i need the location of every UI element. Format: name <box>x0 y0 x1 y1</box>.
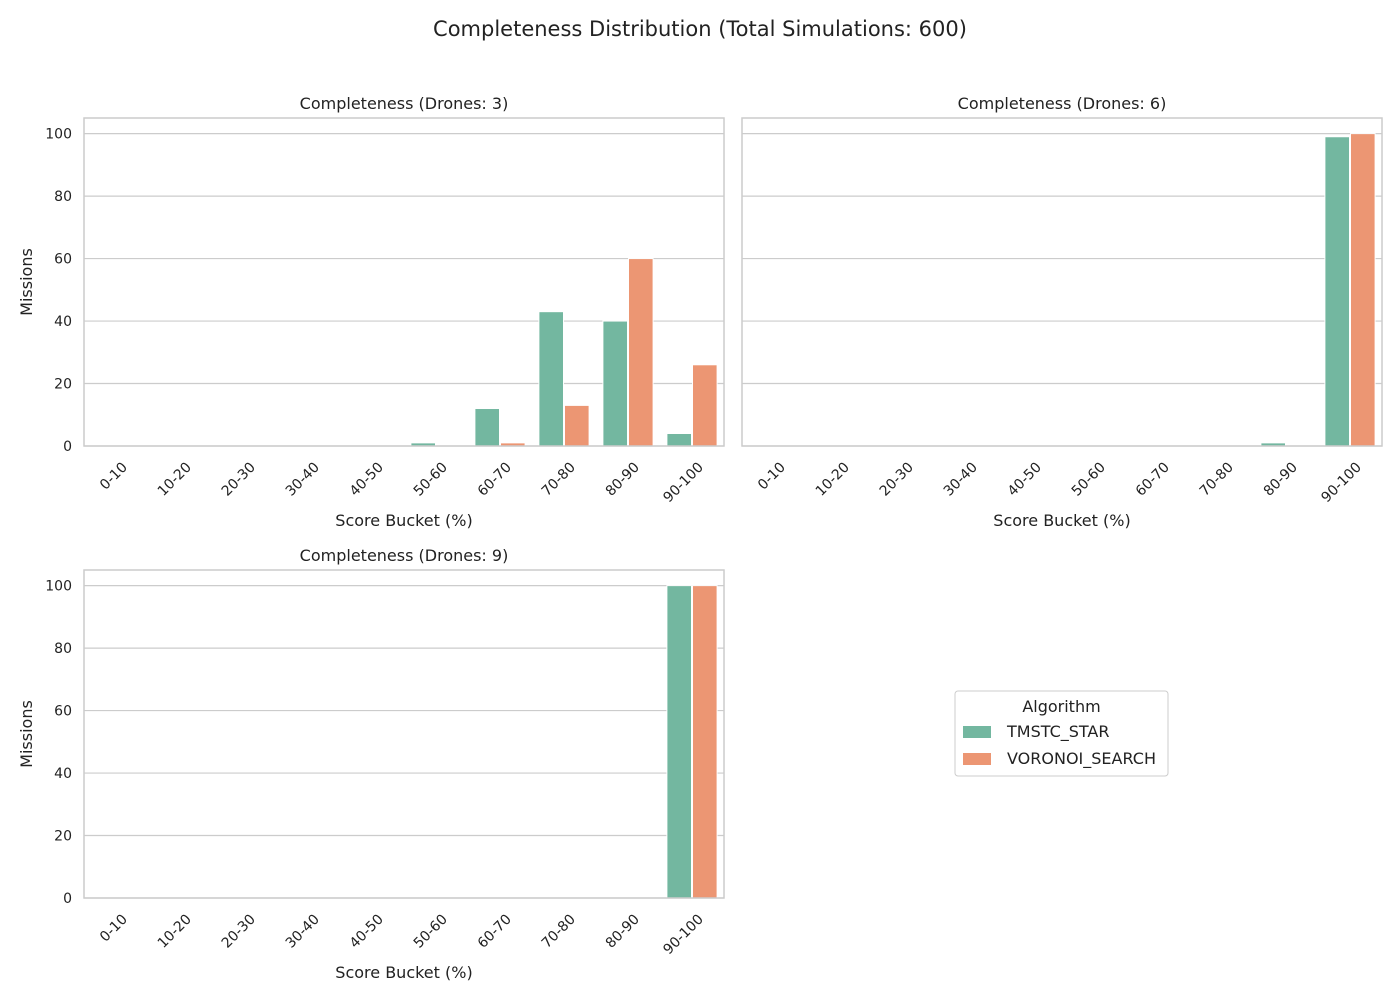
x-tick-label: 0-10 <box>97 460 131 494</box>
x-tick-label: 40-50 <box>347 460 387 500</box>
x-tick-label: 80-90 <box>1261 460 1301 500</box>
y-tick-label: 60 <box>54 252 72 268</box>
x-tick-label: 50-60 <box>411 912 451 952</box>
y-tick-label: 100 <box>45 127 72 143</box>
y-tick-label: 40 <box>54 314 72 330</box>
x-tick-label: 10-20 <box>155 460 195 500</box>
bar-tmstc_star-70-80 <box>538 311 565 447</box>
x-tick-label: 50-60 <box>1069 460 1109 500</box>
legend-title: Algorithm <box>1022 697 1100 716</box>
x-tick-label: 70-80 <box>539 460 579 500</box>
x-tick-label: 40-50 <box>347 912 387 952</box>
legend: Algorithm TMSTC_STAR VORONOI_SEARCH <box>954 690 1169 777</box>
x-tick-label: 90-100 <box>660 912 706 958</box>
panels: 0 20 40 60 80 100 0-10 10-20 20-30 30-40 40-50 50-6… <box>17 94 1383 982</box>
axes-frame <box>741 117 1383 447</box>
bar-tmstc_star-80-90 <box>602 320 629 447</box>
panel-2: 0-10 10-20 20-30 30-40 40-50 50-60 60-70 70-80 8… <box>741 94 1383 530</box>
bar-tmstc_star-60-70 <box>474 408 500 447</box>
x-tick-label: 20-30 <box>219 912 259 952</box>
x-axis-label: Score Bucket (%) <box>335 511 472 530</box>
x-tick-label: 80-90 <box>603 460 643 500</box>
x-tick-label: 60-70 <box>475 460 515 500</box>
bar-voronoi_search-80-90 <box>628 258 654 447</box>
x-tick-label: 10-20 <box>155 912 195 952</box>
bar-voronoi_search-90-100 <box>1350 133 1376 447</box>
y-tick-label: 20 <box>54 377 72 393</box>
panel-3: 0 20 40 60 80 100 0-10 10-20 20-30 30-40 40-50 50-6… <box>17 546 725 982</box>
y-tick-label: 100 <box>45 579 72 595</box>
x-tick-label: 30-40 <box>941 460 981 500</box>
legend-swatch <box>963 753 991 765</box>
legend-box <box>954 690 1169 777</box>
panel-title: Completeness (Drones: 6) <box>958 94 1167 113</box>
y-tick-label: 60 <box>54 704 72 720</box>
bar-voronoi_search-70-80 <box>564 404 590 447</box>
legend-swatch <box>963 726 991 738</box>
x-tick-label: 20-30 <box>219 460 259 500</box>
panel-title: Completeness (Drones: 9) <box>300 546 509 565</box>
x-tick-label: 0-10 <box>97 912 131 946</box>
bar-voronoi_search-90-100 <box>692 585 718 899</box>
axes-frame <box>83 569 725 899</box>
panel-title: Completeness (Drones: 3) <box>300 94 509 113</box>
bar-tmstc_star-90-100 <box>666 433 693 447</box>
x-tick-label: 90-100 <box>660 460 706 506</box>
x-tick-label: 70-80 <box>1197 460 1237 500</box>
y-tick-label: 40 <box>54 766 72 782</box>
y-tick-label: 80 <box>54 641 72 657</box>
x-axis-label: Score Bucket (%) <box>335 963 472 982</box>
x-tick-label: 60-70 <box>1133 460 1173 500</box>
axes-frame <box>83 117 725 447</box>
x-tick-label: 90-100 <box>1318 460 1364 506</box>
y-tick-label: 20 <box>54 829 72 845</box>
y-axis-label: Missions <box>17 700 36 768</box>
legend-entry: TMSTC_STAR <box>1006 722 1110 742</box>
bar-tmstc_star-90-100 <box>666 585 693 899</box>
x-axis-label: Score Bucket (%) <box>993 511 1130 530</box>
x-tick-label: 30-40 <box>283 912 323 952</box>
y-tick-label: 80 <box>54 189 72 205</box>
x-tick-label: 70-80 <box>539 912 579 952</box>
x-tick-label: 30-40 <box>283 460 323 500</box>
x-tick-label: 80-90 <box>603 912 643 952</box>
x-tick-label: 50-60 <box>411 460 451 500</box>
y-tick-label: 0 <box>63 891 72 907</box>
y-axis-label: Missions <box>17 248 36 316</box>
x-tick-label: 10-20 <box>813 460 853 500</box>
x-tick-label: 40-50 <box>1005 460 1045 500</box>
x-tick-label: 0-10 <box>755 460 789 494</box>
bar-voronoi_search-90-100 <box>692 364 718 447</box>
bar-tmstc_star-90-100 <box>1324 136 1351 447</box>
x-tick-label: 60-70 <box>475 912 515 952</box>
panel-1: 0 20 40 60 80 100 0-10 10-20 20-30 30-40 40-50 50-6… <box>17 94 725 530</box>
legend-entry: VORONOI_SEARCH <box>1007 749 1156 769</box>
x-tick-label: 20-30 <box>877 460 917 500</box>
y-tick-label: 0 <box>63 439 72 455</box>
figure-title: Completeness Distribution (Total Simulat… <box>433 17 967 41</box>
